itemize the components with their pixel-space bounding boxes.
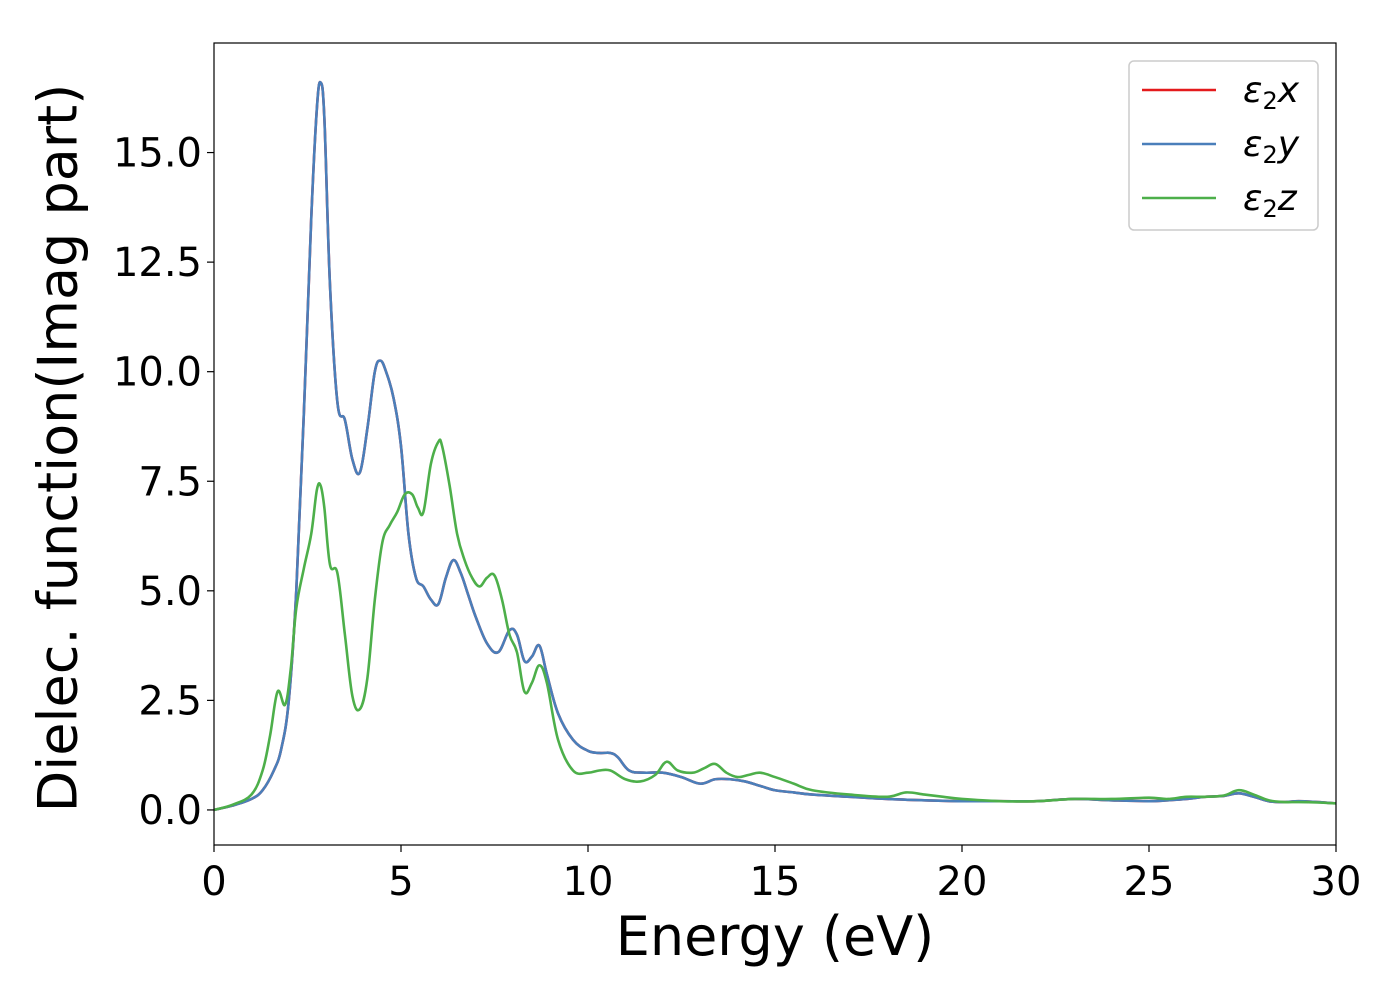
x-tick-label: 20 — [937, 859, 988, 905]
y-tick-label: 5.0 — [138, 569, 202, 615]
x-tick-label: 15 — [750, 859, 801, 905]
y-tick-label: 12.5 — [113, 240, 202, 286]
legend-label-x: ε2x — [1243, 70, 1300, 115]
series-line-z — [213, 438, 1337, 812]
x-axis: 0 5 10 15 20 25 30 — [201, 845, 1361, 905]
legend-label-z: ε2z — [1243, 178, 1298, 223]
x-tick-label: 0 — [201, 859, 226, 905]
series-layer — [213, 80, 1337, 812]
y-tick-label: 7.5 — [138, 459, 202, 505]
y-axis: 0.0 2.5 5.0 7.5 10.0 12.5 15.0 — [113, 131, 214, 834]
x-tick-label: 30 — [1311, 859, 1362, 905]
y-tick-label: 10.0 — [113, 350, 202, 396]
x-axis-label: Energy (eV) — [616, 905, 935, 968]
y-axis-label: Dielec. function(Imag part) — [27, 84, 90, 813]
y-tick-label: 2.5 — [138, 678, 202, 724]
legend: ε2x ε2y ε2z — [1128, 60, 1319, 231]
legend-box — [1128, 60, 1319, 231]
x-tick-label: 10 — [563, 859, 614, 905]
y-tick-label: 15.0 — [113, 131, 202, 177]
x-tick-label: 5 — [388, 859, 413, 905]
legend-label-y: ε2y — [1243, 124, 1300, 169]
x-tick-label: 25 — [1124, 859, 1175, 905]
legend-items: ε2x ε2y ε2z — [1142, 70, 1300, 223]
y-tick-label: 0.0 — [138, 788, 202, 834]
